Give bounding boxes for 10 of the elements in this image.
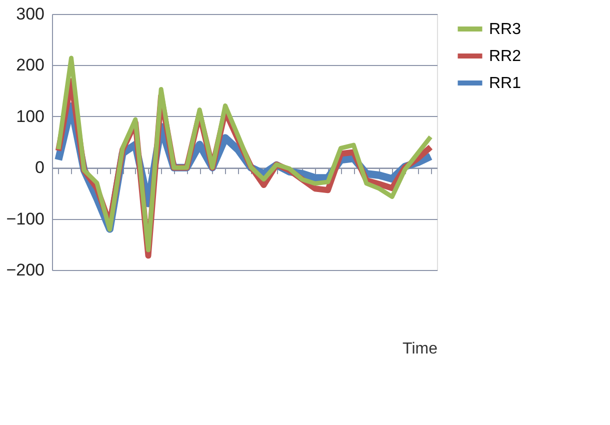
x-axis-title: Time: [402, 340, 438, 358]
y-tick-label: −100: [6, 209, 44, 228]
y-tick-label: 200: [16, 56, 44, 75]
y-tick-label: −200: [6, 260, 44, 280]
legend-label: RR3: [489, 21, 522, 38]
y-tick-label: 0: [35, 158, 44, 178]
legend-label: RR1: [489, 75, 522, 92]
y-tick-label: 300: [16, 4, 44, 24]
legend-label: RR2: [489, 48, 522, 65]
y-tick-label: 100: [16, 106, 44, 126]
